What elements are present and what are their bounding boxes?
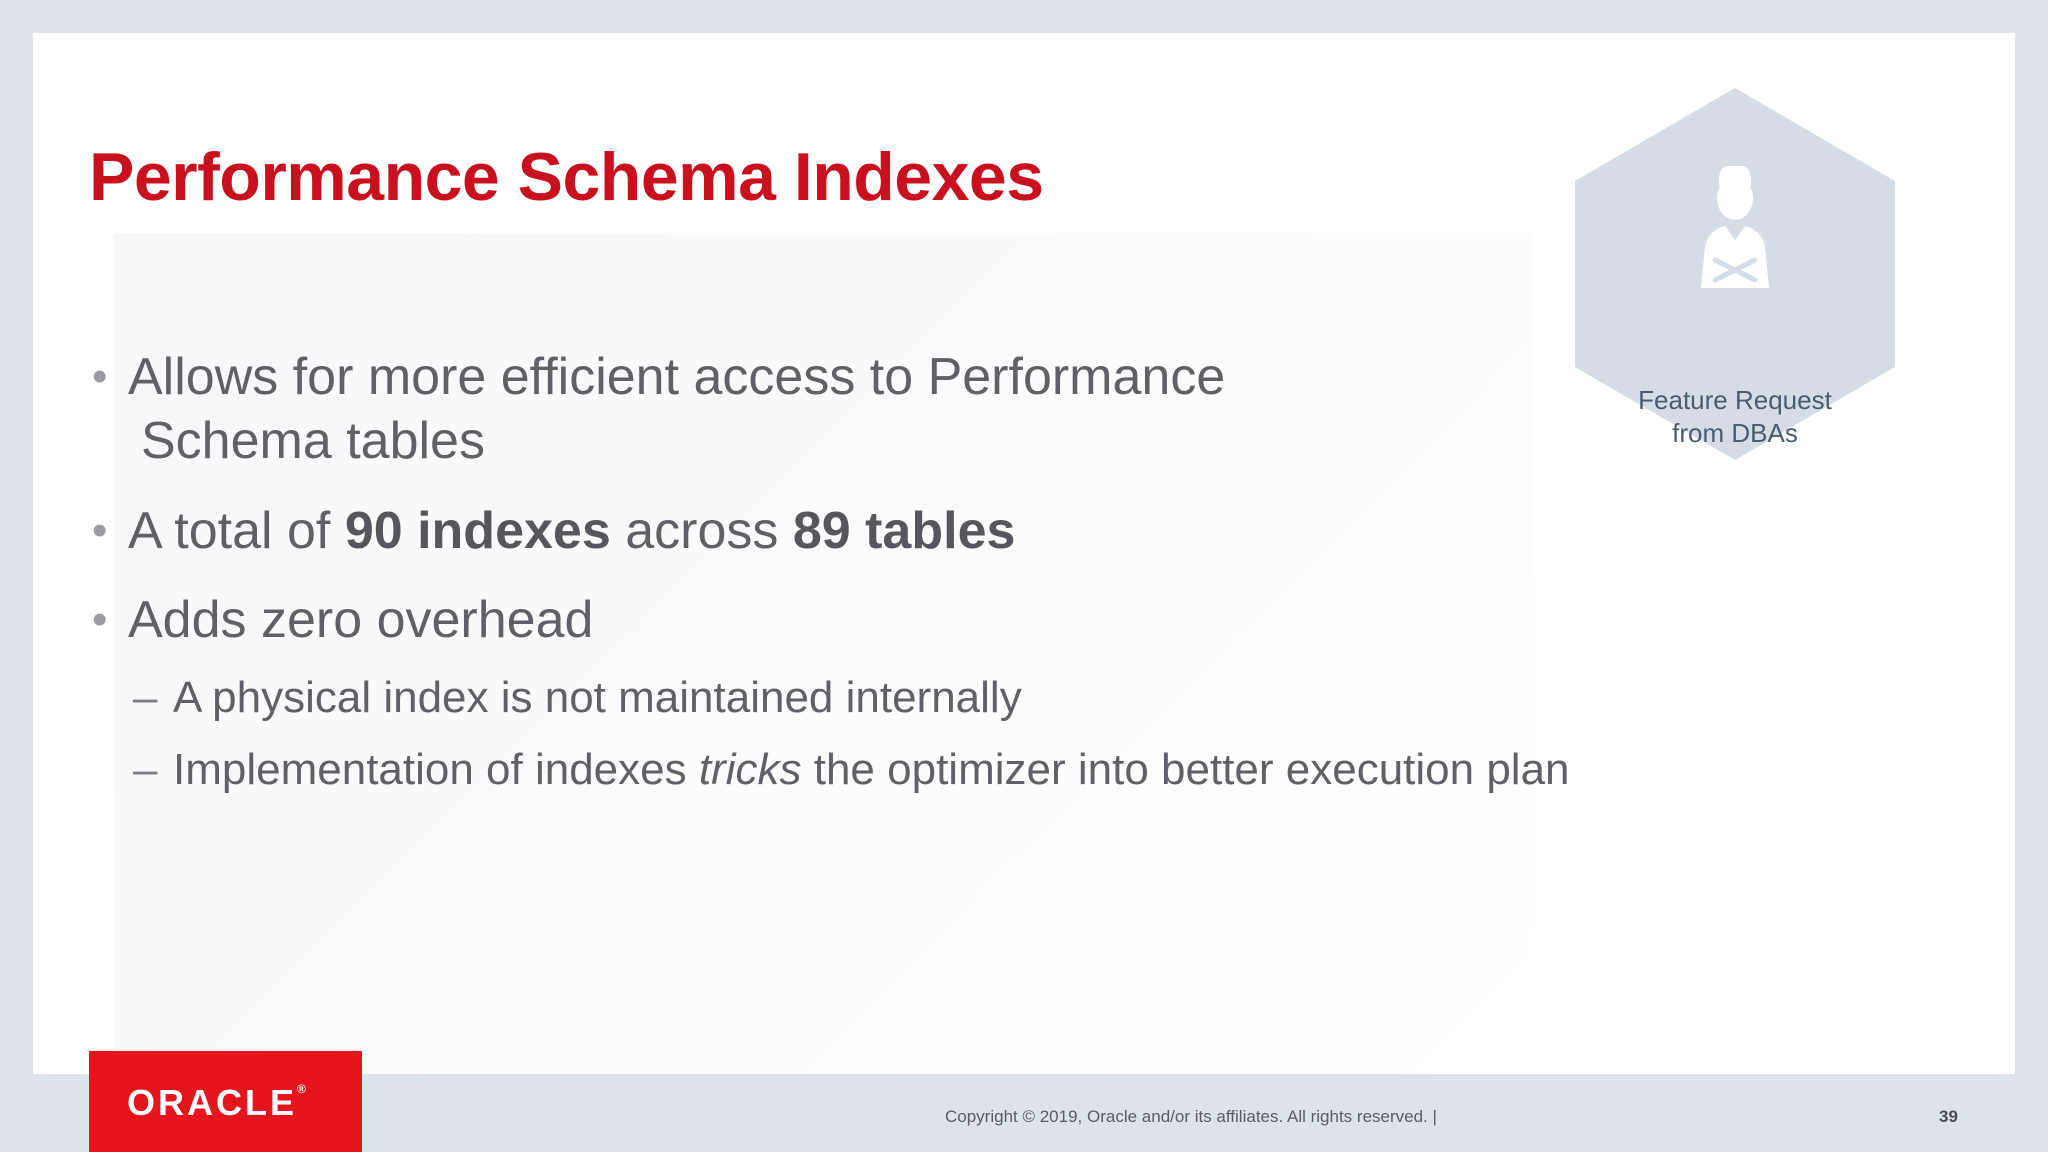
sub-bullet-dash: – [133, 745, 158, 794]
bullet-item: • Allows for more efficient access to Pe… [92, 345, 1225, 473]
slide-shading [113, 233, 1533, 1074]
bullet-item: • Adds zero overhead [92, 588, 593, 652]
slide-title: Performance Schema Indexes [89, 139, 1044, 215]
badge-label: Feature Request from DBAs [1638, 385, 1832, 448]
bold-text: 89 tables [792, 502, 1016, 560]
bullet-dot: • [92, 595, 108, 644]
bullet-text: Adds zero overhead [128, 591, 594, 649]
bullet-dot: • [92, 352, 108, 401]
sub-bullet-text: A physical index is not maintained inter… [173, 673, 1022, 722]
oracle-wordmark: ORACLE® [127, 1082, 306, 1123]
page-number: 39 [1939, 1107, 1958, 1126]
sub-bullet-text: Implementation of indexes tricks the opt… [173, 745, 1570, 794]
italic-text: tricks [698, 745, 802, 794]
bullet-text: A total of 90 indexes across 89 tables [128, 502, 1016, 560]
bullet-text: Allows for more efficient access to Perf… [128, 348, 1226, 406]
dba-tools-person-icon [1701, 166, 1769, 288]
bullet-item: • A total of 90 indexes across 89 tables [92, 499, 1015, 563]
copyright-footer: Copyright © 2019, Oracle and/or its affi… [945, 1107, 1437, 1126]
oracle-logo: ORACLE® [89, 1051, 362, 1152]
sub-bullet-dash: – [133, 673, 158, 722]
bold-text: 90 indexes [344, 502, 611, 560]
sub-bullet-item: – Implementation of indexes tricks the op… [133, 743, 1570, 797]
feature-request-badge [1575, 88, 1895, 460]
sub-bullet-item: – A physical index is not maintained inte… [133, 671, 1022, 725]
bullet-dot: • [92, 506, 108, 555]
bullet-text-continued: Schema tables [141, 412, 485, 470]
